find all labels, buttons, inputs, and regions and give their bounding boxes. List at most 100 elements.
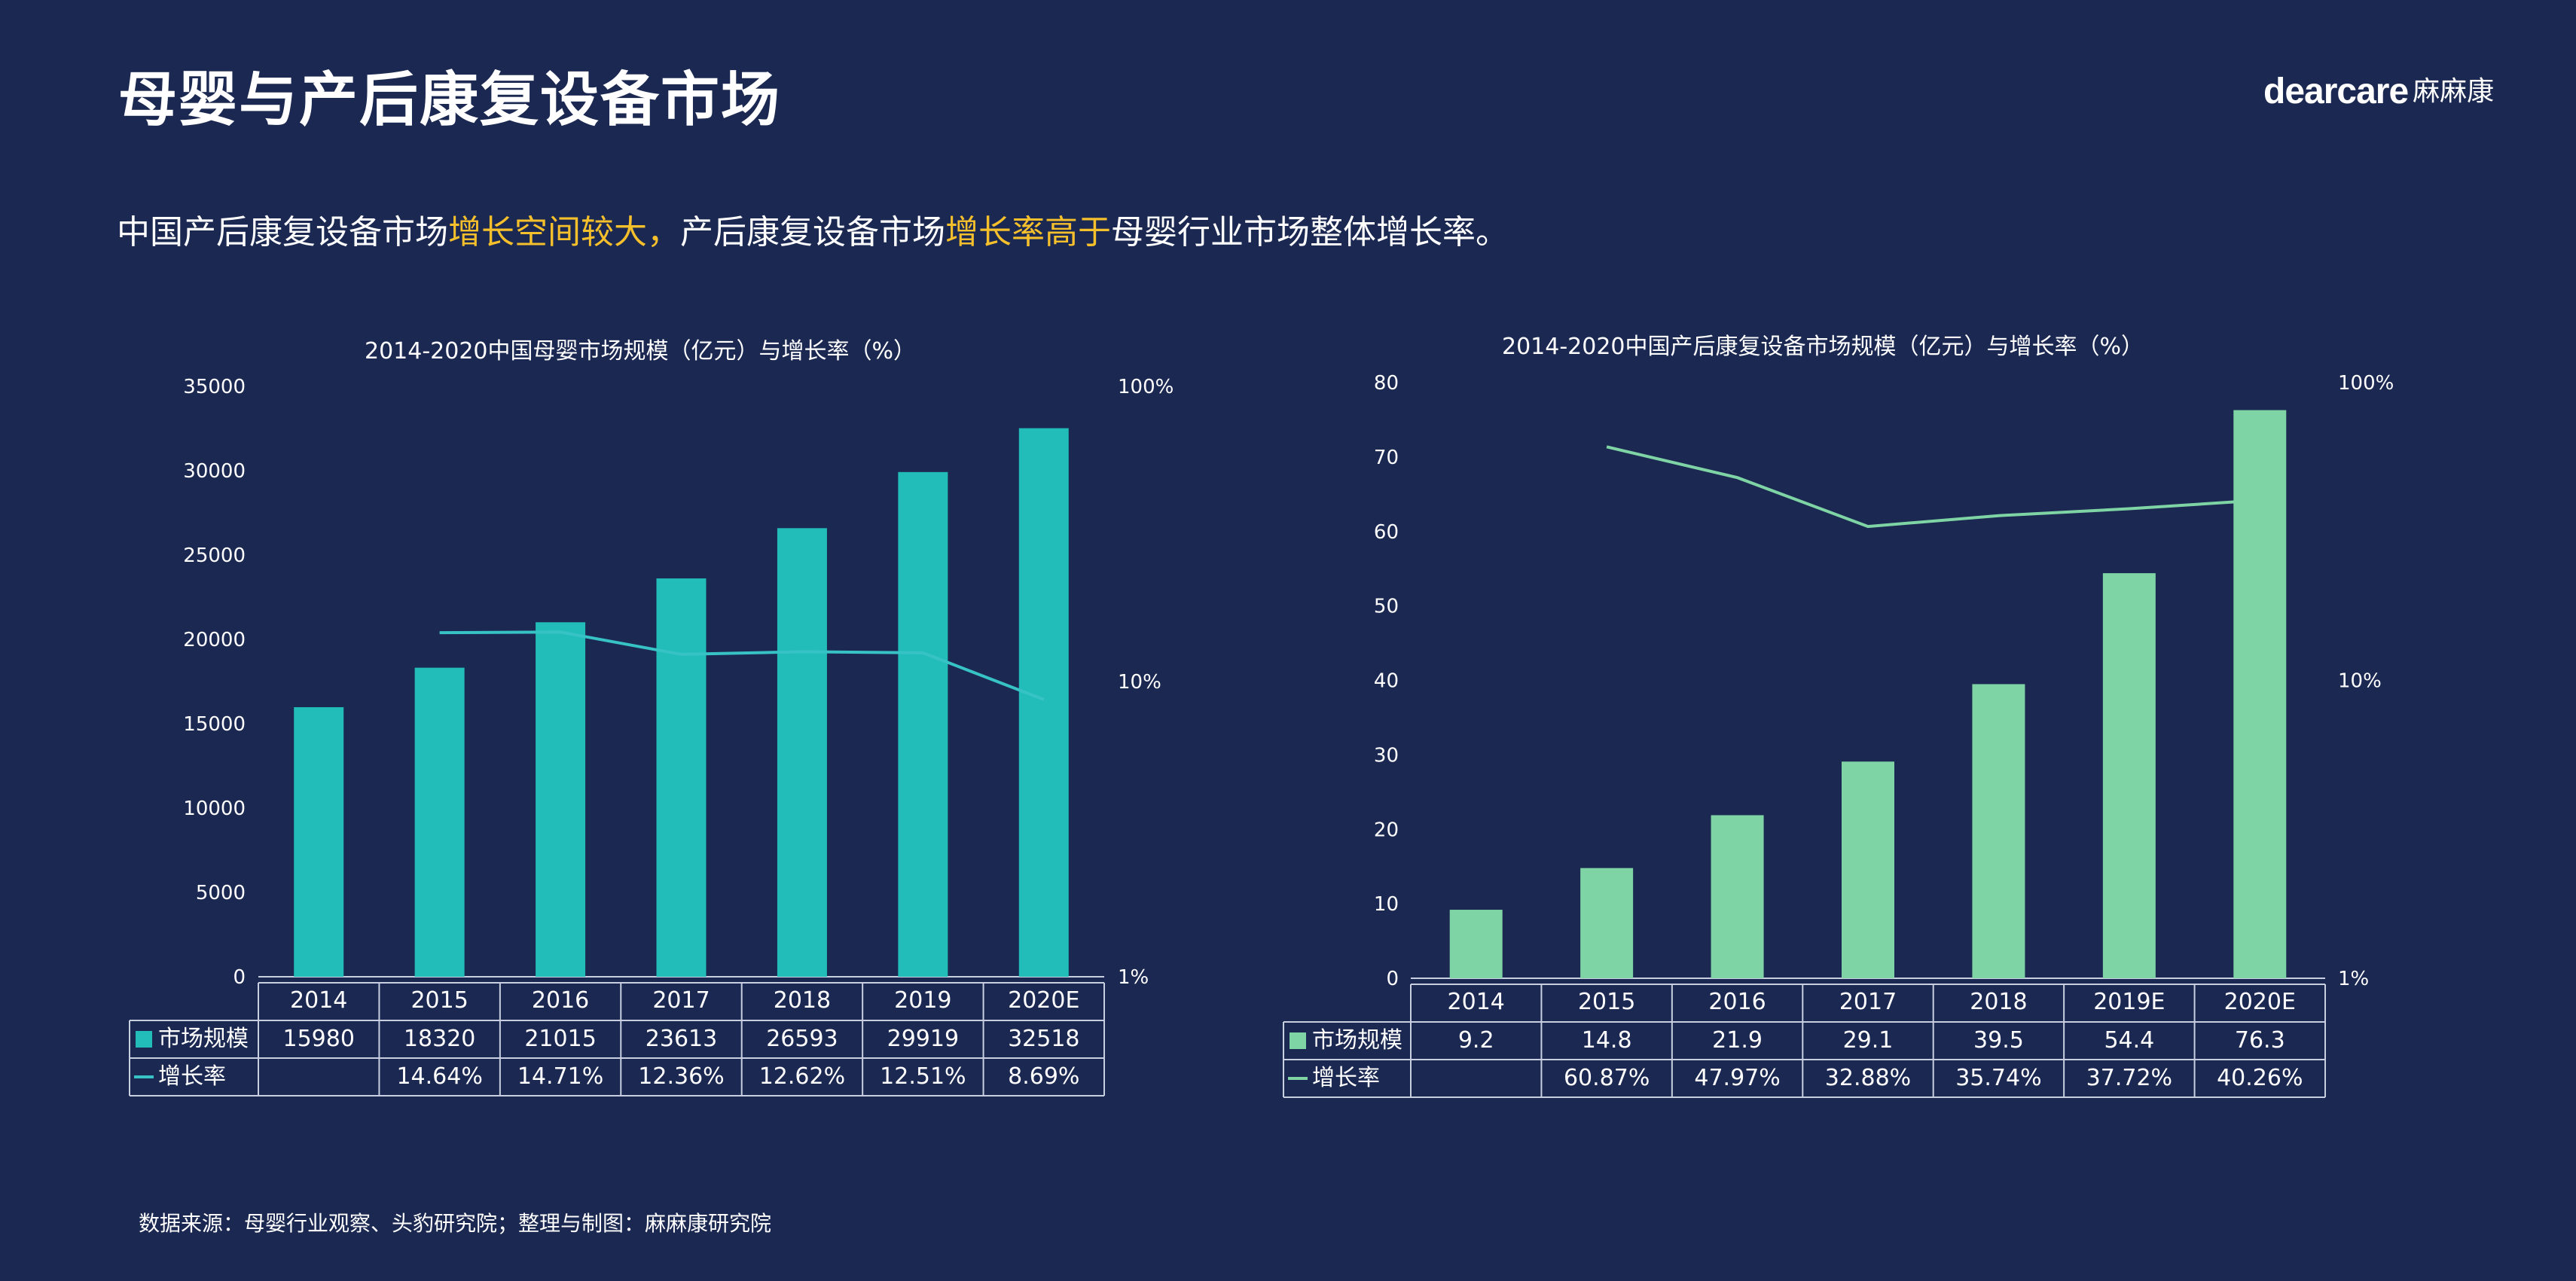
- postpartum-market-size-value: 14.8: [1582, 1027, 1632, 1054]
- summary-highlight-2: 增长率高于: [945, 213, 1111, 252]
- maternal-y-tick-label: 15000: [183, 713, 246, 736]
- maternal-market-size-value: 23613: [646, 1026, 717, 1052]
- postpartum-legend-bar-label: 市场规模: [1312, 1027, 1402, 1054]
- summary-part-2: 产后康复设备市场: [680, 213, 945, 252]
- postpartum-bar: [2233, 410, 2287, 978]
- postpartum-growth-rate-value: 40.26%: [2217, 1065, 2303, 1091]
- maternal-growth-rate-value: 12.62%: [759, 1063, 845, 1090]
- maternal-growth-rate-value: 8.69%: [1008, 1063, 1079, 1090]
- postpartum-growth-rate-value: 35.74%: [1955, 1065, 2041, 1091]
- postpartum-y2-tick-label: 10%: [2338, 670, 2382, 693]
- postpartum-y-tick-label: 80: [1374, 372, 1399, 395]
- summary-part-3: 母婴行业市场整体增长率。: [1111, 213, 1509, 252]
- postpartum-market-size-value: 39.5: [1973, 1027, 2024, 1054]
- postpartum-growth-rate-value: 37.72%: [2086, 1065, 2172, 1091]
- postpartum-growth-rate-value: 32.88%: [1825, 1065, 1911, 1091]
- maternal-y-tick-label: 5000: [196, 882, 246, 904]
- postpartum-y2-tick-label: 100%: [2338, 372, 2394, 395]
- postpartum-bar: [1711, 815, 1764, 978]
- postpartum-y2-tick-label: 1%: [2338, 968, 2369, 990]
- postpartum-legend-line-label: 增长率: [1312, 1065, 1380, 1091]
- postpartum-y-tick-label: 20: [1374, 819, 1399, 841]
- maternal-legend-bar-swatch: [136, 1031, 152, 1048]
- brand-logo: dearcare 麻麻康: [2263, 69, 2494, 112]
- logo-latin: dearcare: [2263, 72, 2409, 111]
- maternal-market-size-value: 29919: [887, 1026, 959, 1052]
- maternal-legend-bar-label: 市场规模: [158, 1026, 249, 1052]
- maternal-market-size-value: 32518: [1008, 1026, 1079, 1052]
- maternal-growth-rate-value: 12.51%: [880, 1063, 966, 1090]
- maternal-bar: [414, 667, 465, 977]
- postpartum-y-tick-label: 70: [1374, 447, 1399, 469]
- postpartum-y-tick-label: 10: [1374, 893, 1399, 916]
- maternal-legend-line-label: 增长率: [158, 1063, 226, 1090]
- maternal-chart-title: 2014-2020中国母婴市场规模（亿元）与增长率（%）: [365, 338, 916, 364]
- postpartum-bar: [1972, 684, 2025, 978]
- data-source-note: 数据来源：母婴行业观察、头豹研究院；整理与制图：麻麻康研究院: [139, 1211, 772, 1236]
- maternal-bar: [656, 578, 707, 977]
- maternal-x-tick-label: 2016: [532, 987, 589, 1014]
- postpartum-x-tick-label: 2014: [1448, 989, 1505, 1015]
- maternal-bar: [898, 471, 948, 977]
- postpartum-x-tick-label: 2018: [1970, 989, 2027, 1015]
- maternal-x-tick-label: 2014: [290, 987, 347, 1014]
- postpartum-y-tick-label: 50: [1374, 596, 1399, 618]
- postpartum-bar: [1842, 761, 1894, 978]
- postpartum-bar: [2102, 573, 2156, 978]
- postpartum-growth-rate-line: [1606, 445, 2260, 529]
- maternal-x-tick-label: 2015: [411, 987, 468, 1014]
- postpartum-y-tick-label: 30: [1374, 744, 1399, 767]
- maternal-x-tick-label: 2020E: [1008, 987, 1079, 1014]
- postpartum-market-size-value: 29.1: [1843, 1027, 1894, 1054]
- maternal-y2-tick-label: 10%: [1118, 671, 1161, 694]
- logo-chinese: 麻麻康: [2413, 76, 2495, 107]
- page-title: 母婴与产后康复设备市场: [118, 66, 782, 134]
- maternal-bar: [294, 707, 344, 977]
- maternal-x-tick-label: 2017: [652, 987, 710, 1014]
- postpartum-market-size-value: 9.2: [1458, 1027, 1494, 1054]
- maternal-growth-rate-value: 14.64%: [396, 1063, 482, 1090]
- postpartum-growth-rate-value: 47.97%: [1694, 1065, 1780, 1091]
- postpartum-y-tick-label: 0: [1386, 968, 1399, 990]
- postpartum-y-tick-label: 60: [1374, 521, 1399, 544]
- postpartum-x-tick-label: 2017: [1839, 989, 1897, 1015]
- postpartum-market-size-value: 21.9: [1712, 1027, 1763, 1054]
- maternal-y2-tick-label: 1%: [1118, 966, 1149, 989]
- maternal-y-tick-label: 20000: [183, 629, 246, 651]
- postpartum-growth-rate-value: 60.87%: [1564, 1065, 1650, 1091]
- maternal-bar: [777, 528, 827, 977]
- maternal-bar: [536, 622, 586, 977]
- maternal-y2-tick-label: 100%: [1118, 376, 1174, 398]
- maternal-y-tick-label: 10000: [183, 798, 246, 820]
- postpartum-y-tick-label: 40: [1374, 670, 1399, 693]
- postpartum-legend-bar-swatch: [1290, 1032, 1306, 1049]
- summary-part-1: 中国产后康复设备市场: [117, 213, 448, 252]
- postpartum-market-size-value: 76.3: [2235, 1027, 2285, 1054]
- maternal-x-tick-label: 2019: [894, 987, 951, 1014]
- postpartum-x-tick-label: 2020E: [2224, 989, 2296, 1015]
- maternal-y-tick-label: 0: [233, 966, 246, 989]
- summary-highlight-1: 增长空间较大，: [448, 213, 680, 252]
- postpartum-x-tick-label: 2016: [1708, 989, 1766, 1015]
- summary-sentence: 中国产后康复设备市场增长空间较大，产后康复设备市场增长率高于母婴行业市场整体增长…: [117, 205, 1509, 253]
- maternal-market-size-value: 18320: [404, 1026, 475, 1052]
- maternal-y-tick-label: 30000: [183, 460, 246, 483]
- maternal-y-tick-label: 35000: [183, 376, 246, 398]
- postpartum-bar: [1449, 910, 1503, 978]
- maternal-bar: [1018, 428, 1069, 977]
- maternal-market-size-value: 15980: [282, 1026, 354, 1052]
- postpartum-market-size-value: 54.4: [2104, 1027, 2154, 1054]
- postpartum-chart-title: 2014-2020中国产后康复设备市场规模（亿元）与增长率（%）: [1502, 334, 2144, 360]
- postpartum-x-tick-label: 2015: [1578, 989, 1635, 1015]
- maternal-growth-rate-line: [439, 630, 1045, 701]
- maternal-market-size-value: 21015: [524, 1026, 596, 1052]
- maternal-x-tick-label: 2018: [774, 987, 831, 1014]
- maternal-growth-rate-value: 14.71%: [517, 1063, 603, 1090]
- maternal-y-tick-label: 25000: [183, 544, 246, 567]
- maternal-growth-rate-value: 12.36%: [638, 1063, 724, 1090]
- maternal-market-size-value: 26593: [766, 1026, 838, 1052]
- postpartum-bar: [1580, 868, 1634, 978]
- postpartum-x-tick-label: 2019E: [2093, 989, 2165, 1015]
